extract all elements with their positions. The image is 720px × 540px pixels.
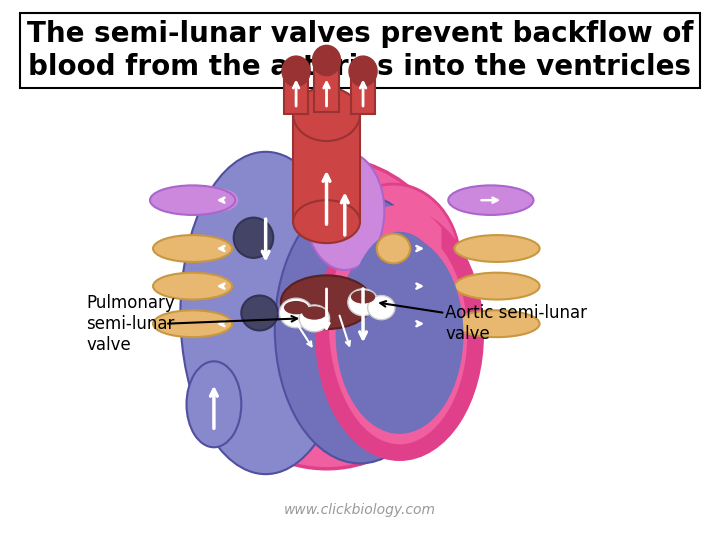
Ellipse shape bbox=[454, 235, 539, 262]
Polygon shape bbox=[348, 232, 430, 415]
Ellipse shape bbox=[234, 218, 274, 258]
Ellipse shape bbox=[241, 295, 278, 330]
Ellipse shape bbox=[293, 200, 360, 243]
Ellipse shape bbox=[349, 57, 377, 86]
Text: Aortic semi-lunar
valve: Aortic semi-lunar valve bbox=[445, 305, 588, 343]
Polygon shape bbox=[330, 206, 441, 442]
Ellipse shape bbox=[153, 235, 232, 262]
Ellipse shape bbox=[150, 185, 235, 215]
Ellipse shape bbox=[327, 184, 460, 345]
Ellipse shape bbox=[153, 310, 232, 337]
Ellipse shape bbox=[323, 217, 476, 453]
Ellipse shape bbox=[454, 273, 539, 300]
Ellipse shape bbox=[351, 290, 375, 303]
Ellipse shape bbox=[275, 195, 445, 463]
Ellipse shape bbox=[302, 306, 327, 320]
Ellipse shape bbox=[377, 234, 410, 264]
Ellipse shape bbox=[299, 305, 330, 332]
Ellipse shape bbox=[368, 295, 395, 320]
Ellipse shape bbox=[284, 301, 308, 314]
Ellipse shape bbox=[305, 152, 384, 270]
Ellipse shape bbox=[336, 235, 464, 434]
FancyBboxPatch shape bbox=[293, 114, 360, 221]
Text: Pulmonary
semi-lunar
valve: Pulmonary semi-lunar valve bbox=[86, 294, 175, 354]
Ellipse shape bbox=[196, 188, 238, 212]
Ellipse shape bbox=[282, 57, 310, 86]
FancyBboxPatch shape bbox=[315, 63, 338, 112]
Text: www.clickbiology.com: www.clickbiology.com bbox=[284, 503, 436, 517]
Ellipse shape bbox=[348, 289, 378, 316]
Ellipse shape bbox=[293, 87, 360, 141]
Ellipse shape bbox=[454, 310, 539, 337]
Text: The semi-lunar valves prevent backflow of
blood from the arteries into the ventr: The semi-lunar valves prevent backflow o… bbox=[27, 20, 693, 80]
Ellipse shape bbox=[279, 298, 312, 328]
Ellipse shape bbox=[281, 275, 372, 329]
Ellipse shape bbox=[153, 273, 232, 300]
Ellipse shape bbox=[449, 185, 534, 215]
Ellipse shape bbox=[312, 46, 341, 75]
Ellipse shape bbox=[181, 152, 351, 474]
FancyBboxPatch shape bbox=[284, 71, 308, 114]
Ellipse shape bbox=[186, 157, 467, 469]
FancyBboxPatch shape bbox=[351, 71, 375, 114]
Ellipse shape bbox=[186, 361, 241, 447]
